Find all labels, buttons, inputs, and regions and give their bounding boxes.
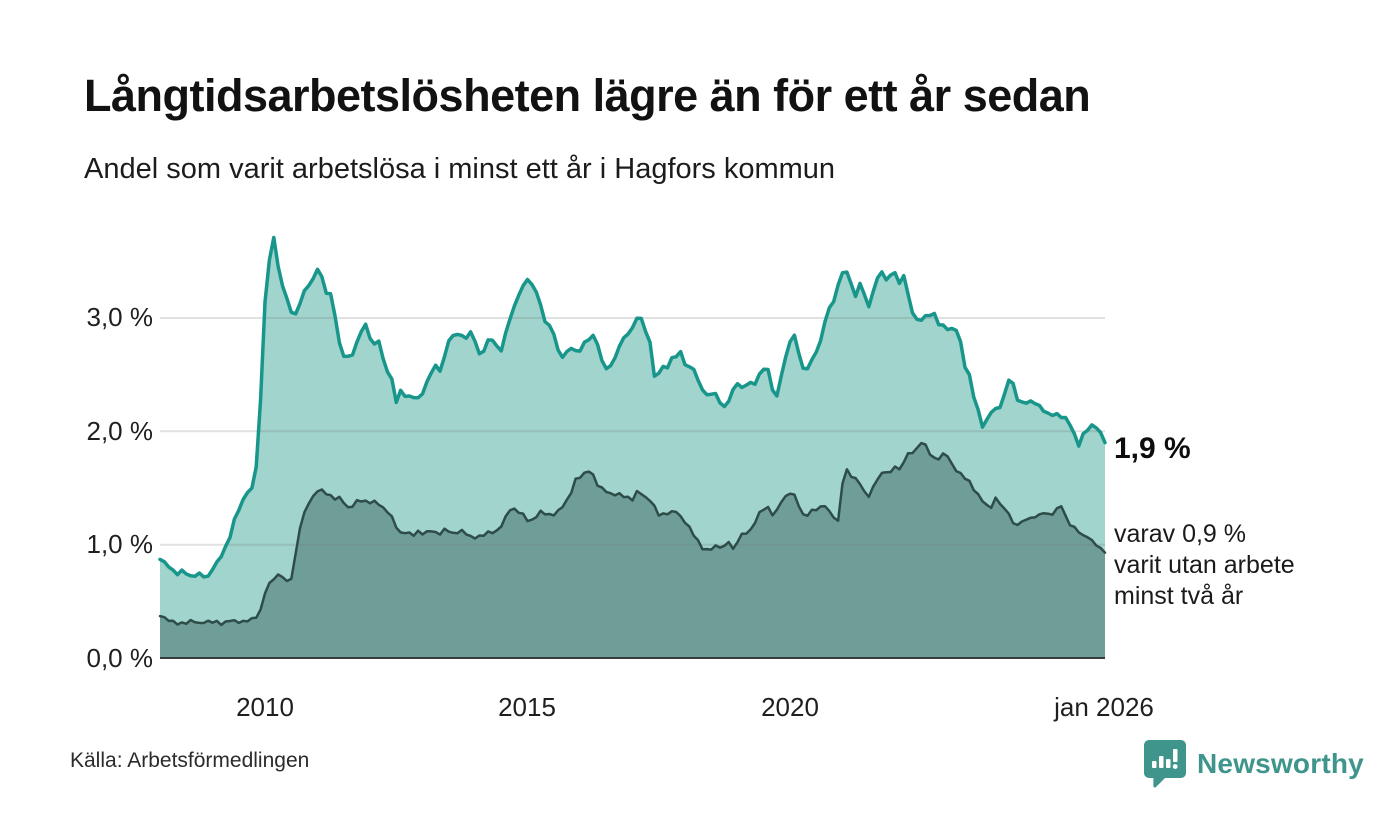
newsworthy-logo-icon (1144, 740, 1186, 788)
y-axis-tick-1: 1,0 % (86, 529, 154, 559)
x-axis-tick-2015: 2015 (498, 692, 556, 722)
line-min-two-years (158, 441, 1107, 627)
latest-value-annotation: 1,9 % (1114, 432, 1191, 465)
annotation-line-1: varav 0,9 % (1114, 520, 1247, 548)
area-fill-min-two-years (160, 443, 1105, 658)
page-subtitle: Andel som varit arbetslösa i minst ett å… (84, 153, 836, 185)
annotation-line-2: varit utan arbete (1114, 550, 1295, 579)
y-axis-tick-3: 3,0 % (86, 302, 154, 332)
secondary-value-annotation: varav 0,9 % varit utan arbete minst två … (1114, 519, 1295, 611)
line-min-one-year (158, 235, 1107, 579)
source-caption: Källa: Arbetsförmedlingen (70, 749, 310, 772)
x-axis-tick-jan-2026: jan 2026 (1054, 692, 1154, 722)
y-axis-tick-0: 0,0 % (86, 643, 154, 673)
newsworthy-logo-text: Newsworthy (1197, 748, 1364, 779)
page-title: Långtidsarbetslösheten lägre än för ett … (84, 70, 1091, 121)
y-axis-tick-2: 2,0 % (86, 416, 154, 446)
annotation-line-3: minst två år (1114, 581, 1244, 610)
newsworthy-logo: Newsworthy (1143, 739, 1364, 789)
x-axis-tick-2020: 2020 (761, 692, 819, 722)
x-axis-tick-2010: 2010 (236, 692, 294, 722)
